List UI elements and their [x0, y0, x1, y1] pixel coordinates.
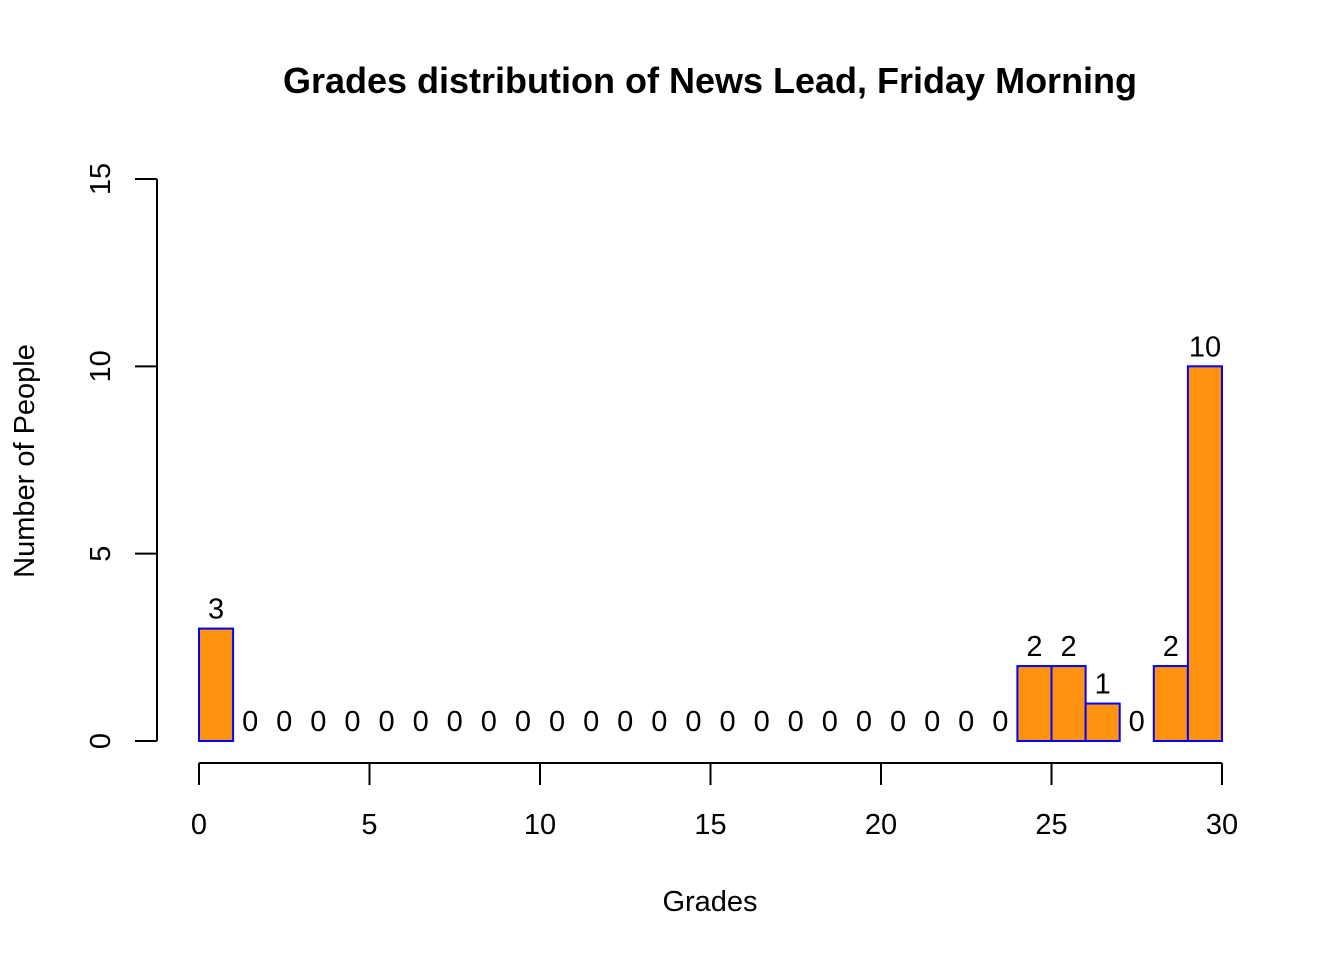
bar-value-label: 0 [924, 706, 940, 738]
x-tick-label: 0 [191, 809, 207, 841]
x-axis-title: Grades [662, 886, 757, 918]
bar-value-label: 10 [1189, 331, 1221, 363]
bar-value-label: 0 [1129, 706, 1145, 738]
y-tick-label: 5 [85, 546, 117, 562]
histogram-bar [1186, 365, 1224, 742]
bar-value-label: 0 [617, 706, 633, 738]
bar-value-label: 2 [1026, 631, 1042, 663]
bar-value-label: 0 [856, 706, 872, 738]
bar-value-label: 0 [788, 706, 804, 738]
bar-value-label: 3 [208, 594, 224, 626]
y-axis-title: Number of People [9, 344, 41, 578]
bar-value-label: 0 [413, 706, 429, 738]
bar-value-label: 0 [378, 706, 394, 738]
x-tick-label: 25 [1035, 809, 1067, 841]
x-tick-label: 10 [524, 809, 556, 841]
bar-value-label: 0 [958, 706, 974, 738]
bar-value-label: 1 [1095, 669, 1111, 701]
bar-value-label: 0 [276, 706, 292, 738]
bar-value-label: 0 [242, 706, 258, 738]
bar-value-label: 2 [1163, 631, 1179, 663]
bar-value-label: 0 [651, 706, 667, 738]
x-tick-label: 20 [865, 809, 897, 841]
bar-value-label: 0 [447, 706, 463, 738]
bar-value-label: 0 [992, 706, 1008, 738]
histogram-bar [1152, 665, 1189, 742]
histogram-bar [1084, 702, 1121, 742]
bar-value-label: 0 [754, 706, 770, 738]
bar-value-label: 0 [310, 706, 326, 738]
y-axis: 0 5 10 15 [85, 163, 158, 749]
x-axis: 0 5 10 15 20 25 30 [191, 762, 1238, 841]
x-tick-label: 15 [694, 809, 726, 841]
bar-value-label: 0 [890, 706, 906, 738]
bar-value-label: 0 [515, 706, 531, 738]
histogram-bar [198, 627, 235, 742]
bar-value-label: 2 [1060, 631, 1076, 663]
bar-value-label: 0 [685, 706, 701, 738]
bar-value-label: 0 [481, 706, 497, 738]
x-tick-label: 5 [361, 809, 377, 841]
bar-value-label: 0 [583, 706, 599, 738]
bar-value-label: 0 [344, 706, 360, 738]
histogram-bar [1050, 665, 1087, 742]
y-tick-label: 15 [85, 163, 117, 195]
chart-title: Grades distribution of News Lead, Friday… [283, 60, 1137, 101]
bar-value-label: 0 [822, 706, 838, 738]
bars-group [198, 365, 1224, 742]
x-tick-label: 30 [1206, 809, 1238, 841]
y-tick-label: 0 [85, 733, 117, 749]
bar-value-label: 0 [719, 706, 735, 738]
y-tick-label: 10 [85, 350, 117, 382]
bar-value-label: 0 [549, 706, 565, 738]
histogram-bar [1016, 665, 1053, 742]
